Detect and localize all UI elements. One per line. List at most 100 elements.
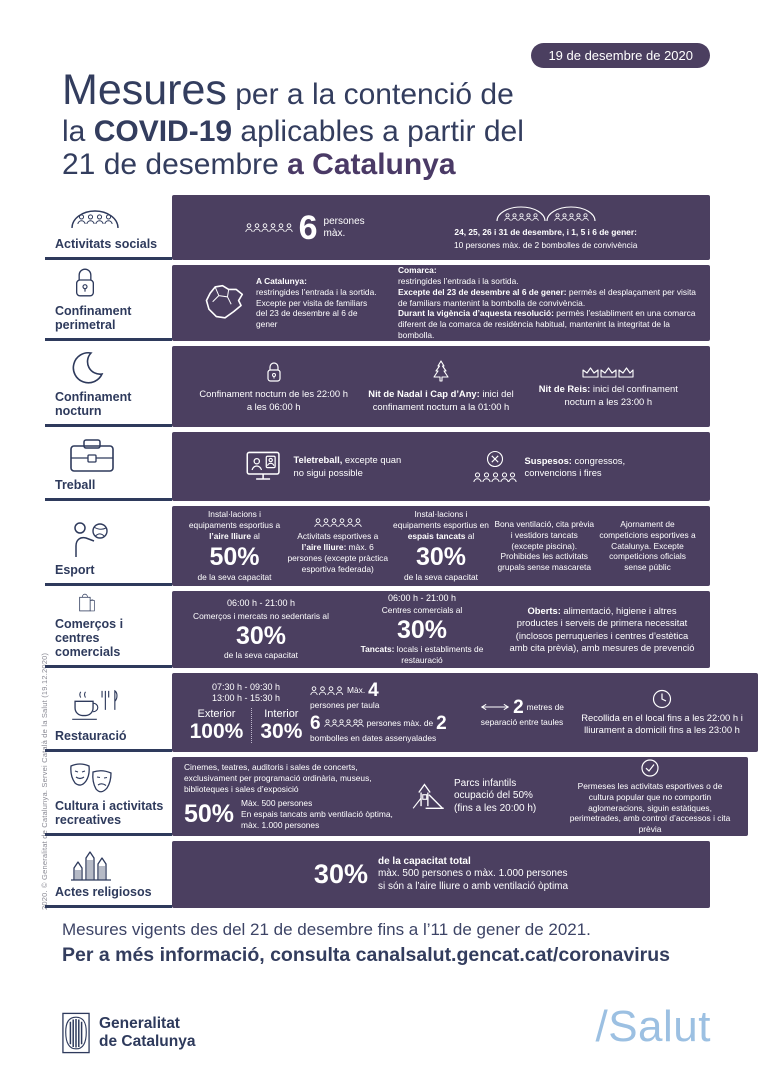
confinament-nocturn-panel: Confinament nocturn de les 22:00 h a les… (172, 346, 710, 427)
more-info-link[interactable]: Per a més informació, consulta canalsalu… (62, 944, 670, 966)
crowd-icon (323, 719, 364, 727)
esport-activitats: Activitats esportives a l’aire lliure: m… (287, 517, 388, 575)
actes-religiosos-text: de la capacitat total màx. 500 persones … (377, 855, 569, 892)
crowd-icon (472, 472, 517, 482)
row-activitats-socials: Activitats socials 6 persones màx. (45, 195, 710, 260)
salut-logo: /Salut (595, 1002, 711, 1051)
cultura-popular: Permeses les activitats esportives o de … (564, 758, 736, 836)
sidebar-label: Confinament perimetral (55, 304, 132, 332)
distance-arrow-icon (480, 703, 510, 711)
nocturn-nadal-text: Nit de Nadal i Cap d’Any: inici del conf… (368, 388, 514, 412)
comercos-mercats: 06:00 h - 21:00 h Comerços i mercats no … (193, 598, 329, 660)
actes-religiosos-panel: 30% de la capacitat total màx. 500 perso… (172, 841, 710, 908)
shopping-bag-icon (79, 593, 95, 612)
sidebar-label: Cultura i activitats recreatives (55, 799, 164, 827)
cultura-panel: Cinemes, teatres, auditoris i sales de c… (172, 757, 748, 836)
row-actes-religiosos: Actes religiosos 30% de la capacitat tot… (45, 841, 710, 908)
nocturn-reis: Nit de Reis: inici del confinament noctu… (532, 365, 684, 407)
theater-masks-icon (70, 763, 112, 793)
bubbles-icon (496, 206, 596, 221)
restauracio-taules: Màx. 4 persones per taula 6 persones màx… (310, 680, 447, 743)
nocturn-general: Confinament nocturn de les 22:00 h a les… (198, 360, 350, 412)
date-badge: 19 de desembre de 2020 (531, 43, 710, 68)
suspesos-group: Suspesos: congressos, convencions i fire… (472, 450, 637, 483)
treball-panel: Teletreball, excepte quan no sigui possi… (172, 432, 710, 501)
circle-x-icon (486, 450, 503, 468)
teletreball-text: Teletreball, excepte quan no sigui possi… (293, 454, 402, 478)
row-confinament-perimetral: Confinament perimetral A Catalunya: rest… (45, 265, 710, 341)
restaurant-icon (72, 689, 118, 720)
exterior-interior: Exterior 100% Interior 30% (182, 707, 310, 743)
sidebar-label: Confinament nocturn (55, 390, 132, 418)
crowns-icon (582, 367, 634, 378)
sidebar-item-restauracio: Restauració (45, 673, 172, 752)
comarca-text: Comarca: restringides l’entrada i la sor… (398, 264, 696, 341)
capacity-30: 30% (235, 621, 287, 650)
playground-icon (412, 782, 444, 809)
sidebar-item-comercos: Comerços i centres comercials (45, 591, 172, 668)
sidebar-label: Treball (55, 478, 96, 492)
restauracio-recollida: Recollida en el local fins a les 22:00 h… (576, 689, 748, 736)
sidebar-item-esport: Esport (45, 506, 172, 586)
restauracio-distancia: 2 metres de separació entre taules (480, 696, 564, 727)
esport-espais-tancats: Instal·lacions i equipaments esportius e… (393, 509, 489, 583)
capacity-50: 50% (209, 542, 260, 571)
row-treball: Treball Teletreball, excepte quan no sig… (45, 432, 710, 501)
church-icon (71, 851, 111, 881)
generalitat-logo: Generalitat de Catalunya (62, 1012, 195, 1054)
max-persons-number: 6 (298, 208, 318, 247)
esport-competicions: Ajornament de competicions esportives a … (599, 518, 696, 573)
esport-panel: Instal·lacions i equipaments esportius a… (172, 506, 710, 586)
capacity-30: 30% (313, 859, 368, 889)
title-line-2: la COVID-19 aplicables a partir del (62, 115, 524, 148)
page-title: Mesures per a la contenció de la COVID-1… (62, 69, 524, 182)
lock-icon (267, 362, 281, 382)
esport-aire-lliure: Instal·lacions i equipaments esportius a… (188, 509, 281, 583)
holiday-exception-group: 24, 25, 26 i 31 de desembre, i 1, 5 i 6 … (454, 205, 637, 251)
restauracio-horaris: 07:30 h - 09:30 h 13:00 h - 15:30 h Exte… (182, 682, 310, 743)
cultura-limits: Màx. 500 persones En espais tancats amb … (241, 798, 393, 830)
sidebar-item-actes-religiosos: Actes religiosos (45, 841, 172, 908)
capacity-50: 50% (184, 800, 235, 829)
confinament-perimetral-panel: A Catalunya: restringides l’entrada i la… (172, 265, 710, 341)
row-confinament-nocturn: Confinament nocturn Confinament nocturn … (45, 346, 710, 427)
teletreball-group: Teletreball, excepte quan no sigui possi… (246, 451, 406, 483)
holiday-rule: 10 persones màx. de 2 bombolles de convi… (453, 239, 638, 250)
sidebar-label: Comerços i centres comercials (55, 617, 124, 659)
briefcase-icon (70, 439, 114, 472)
crowd-icon (314, 518, 362, 528)
row-restauracio: Restauració 07:30 h - 09:30 h 13:00 h - … (45, 673, 758, 752)
nocturn-reis-text: Nit de Reis: inici del confinament noctu… (538, 383, 678, 407)
sidebar-item-confinament-perimetral: Confinament perimetral (45, 265, 172, 341)
title-line-3: 21 de desembre a Catalunya (62, 148, 456, 181)
generalitat-shield-icon (62, 1012, 90, 1054)
sidebar-item-confinament-nocturn: Confinament nocturn (45, 346, 172, 427)
catalunya-group: A Catalunya: restringides l’entrada i la… (204, 276, 378, 331)
check-circle-icon (641, 759, 659, 777)
clock-icon (652, 689, 672, 708)
sidebar-item-cultura: Cultura i activitats recreatives (45, 757, 172, 836)
holiday-dates: 24, 25, 26 i 31 de desembre, i 1, 5 i 6 … (454, 226, 637, 237)
catalunya-text: A Catalunya: restringides l’entrada i la… (256, 275, 377, 330)
sidebar-label: Activitats socials (55, 237, 158, 251)
comercos-panel: 06:00 h - 21:00 h Comerços i mercats no … (172, 591, 710, 668)
row-comercos: Comerços i centres comercials 06:00 h - … (45, 591, 710, 668)
sidebar-label: Esport (55, 563, 95, 577)
telework-screen-icon (246, 451, 280, 480)
catalonia-map-icon (205, 284, 244, 319)
sidebar-item-treball: Treball (45, 432, 172, 501)
people-group-icon (71, 210, 119, 229)
crowd-icon (244, 222, 293, 232)
measures-grid: Activitats socials 6 persones màx. (45, 195, 758, 908)
padlock-icon (76, 268, 94, 297)
sport-icon (74, 522, 108, 557)
restauracio-panel: 07:30 h - 09:30 h 13:00 h - 15:30 h Exte… (172, 673, 758, 752)
capacity-30: 30% (396, 616, 448, 645)
suspended-icon (472, 450, 517, 483)
suspesos-text: Suspesos: congressos, convencions i fire… (524, 454, 626, 478)
nocturn-general-text: Confinament nocturn de les 22:00 h a les… (199, 388, 348, 412)
centres-comercials: 06:00 h - 21:00 h Centres comercials al … (360, 592, 484, 666)
max-persons-group: 6 persones màx. (244, 208, 365, 247)
sidebar-item-activitats-socials: Activitats socials (45, 195, 172, 260)
